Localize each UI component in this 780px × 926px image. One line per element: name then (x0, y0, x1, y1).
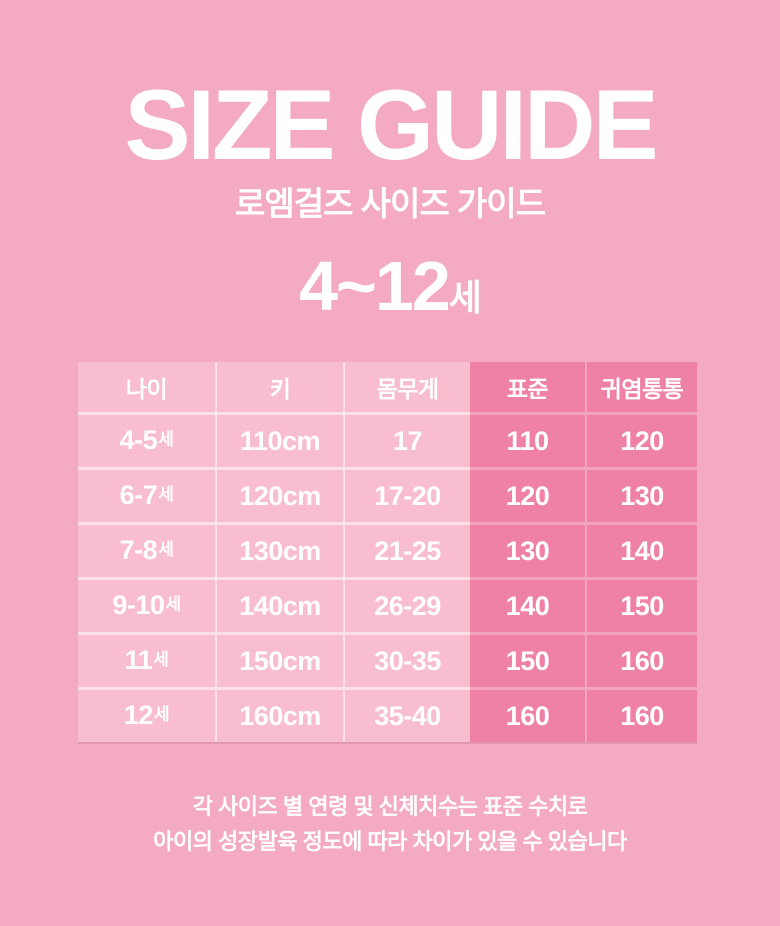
size-table: 나이 키 몸무게 표준 귀염통통 4-5 세 110cm 17 110 120 6… (78, 362, 697, 744)
page-subtitle: 로엠걸즈 사이즈 가이드 (235, 185, 546, 222)
table-cell-standard: 120 (470, 467, 585, 522)
table-header-height: 키 (215, 362, 343, 412)
table-cell-weight: 35-40 (343, 687, 470, 742)
footnote-line-2: 아이의 성장발육 정도에 따라 차이가 있을 수 있습니다 (153, 829, 627, 854)
age-suffix: 세 (158, 430, 174, 449)
table-cell-chubby: 150 (585, 577, 697, 632)
age-range-suffix: 세 (448, 277, 482, 318)
age-suffix: 세 (158, 540, 174, 559)
table-cell-standard: 110 (470, 412, 585, 467)
table-cell-weight: 17 (343, 412, 470, 467)
table-header-weight: 몸무게 (343, 362, 470, 412)
table-cell-chubby: 130 (585, 467, 697, 522)
table-cell-standard: 150 (470, 632, 585, 687)
table-cell-weight: 17-20 (343, 467, 470, 522)
table-header-chubby: 귀염통통 (585, 362, 697, 412)
table-cell-chubby: 160 (585, 632, 697, 687)
table-cell-age: 12 세 (78, 687, 215, 742)
table-cell-age: 4-5 세 (78, 412, 215, 467)
table-cell-height: 160cm (215, 687, 343, 742)
footnote-line-1: 각 사이즈 별 연령 및 신체치수는 표준 수치로 (192, 794, 588, 819)
table-cell-height: 130cm (215, 522, 343, 577)
table-header-standard: 표준 (470, 362, 585, 412)
table-cell-standard: 140 (470, 577, 585, 632)
table-cell-height: 110cm (215, 412, 343, 467)
age-range-value: 4~12 (299, 247, 451, 325)
table-cell-weight: 26-29 (343, 577, 470, 632)
age-suffix: 세 (165, 595, 181, 614)
table-cell-weight: 21-25 (343, 522, 470, 577)
table-cell-chubby: 140 (585, 522, 697, 577)
age-suffix: 세 (153, 650, 169, 669)
table-cell-standard: 160 (470, 687, 585, 742)
table-cell-chubby: 120 (585, 412, 697, 467)
table-cell-age: 7-8 세 (78, 522, 215, 577)
table-cell-age: 9-10 세 (78, 577, 215, 632)
age-suffix: 세 (153, 705, 170, 724)
age-suffix: 세 (158, 485, 174, 504)
table-cell-height: 140cm (215, 577, 343, 632)
table-cell-height: 150cm (215, 632, 343, 687)
table-cell-age: 6-7 세 (78, 467, 215, 522)
table-cell-standard: 130 (470, 522, 585, 577)
table-cell-weight: 30-35 (343, 632, 470, 687)
table-header-age: 나이 (78, 362, 215, 412)
age-range-heading: 4~12세 (0, 249, 780, 343)
page-title: SIZE GUIDE (124, 69, 658, 180)
table-cell-chubby: 160 (585, 687, 697, 742)
table-cell-age: 11 세 (78, 632, 215, 687)
footnote: 각 사이즈 별 연령 및 신체치수는 표준 수치로 아이의 성장발육 정도에 따… (0, 789, 780, 859)
table-cell-height: 120cm (215, 467, 343, 522)
